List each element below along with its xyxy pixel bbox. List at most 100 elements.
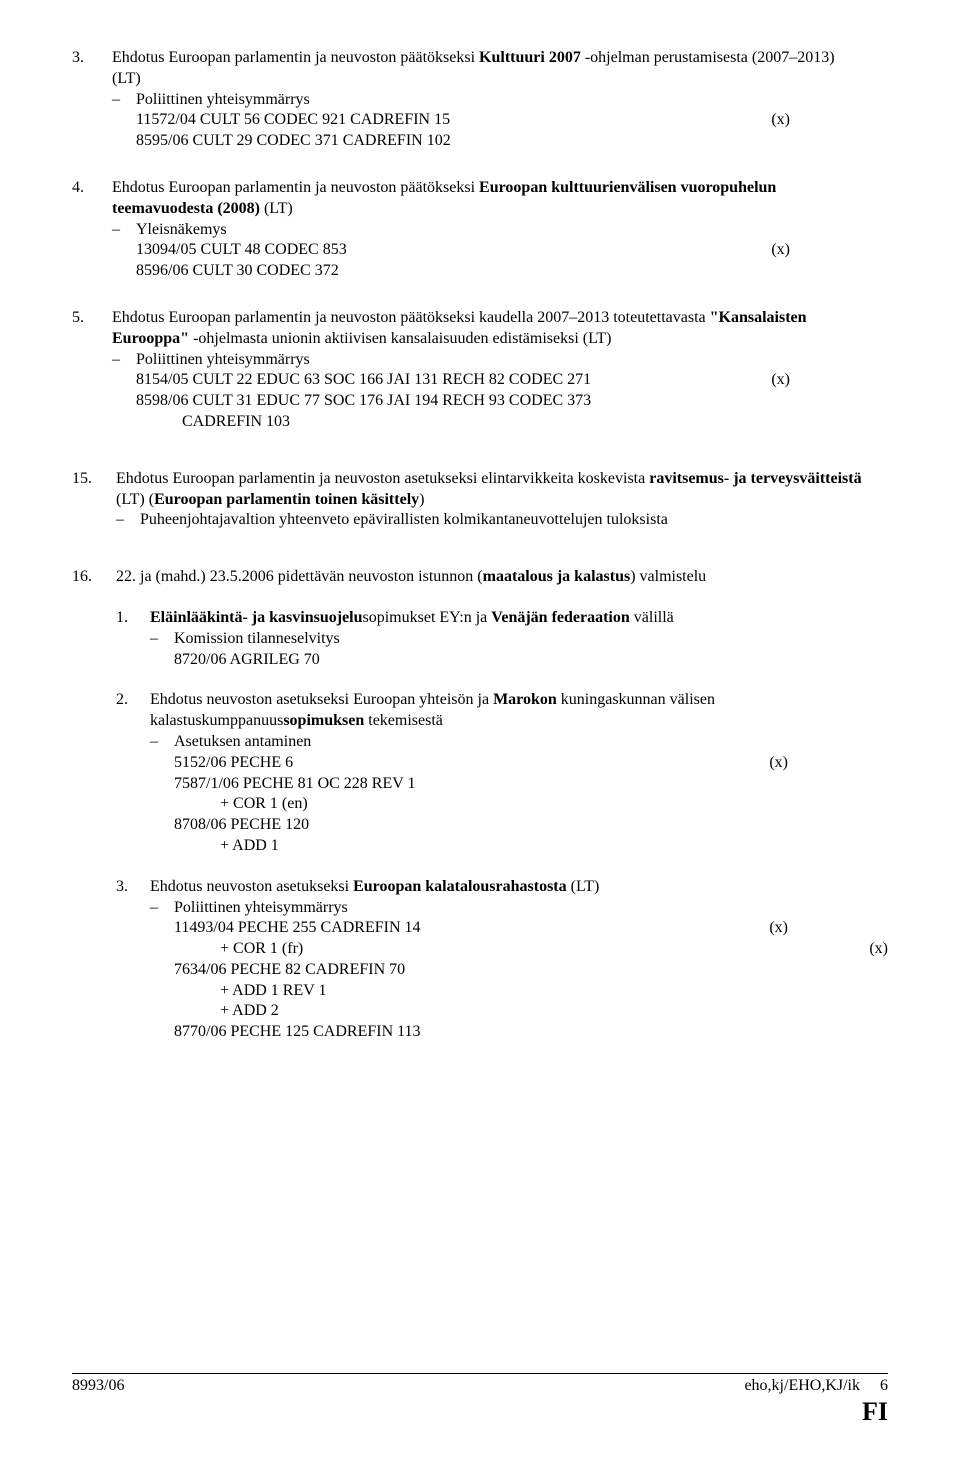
text: 11493/04 PECHE 255 CADREFIN 14 xyxy=(174,919,421,936)
document-page: 3.Ehdotus Euroopan parlamentin ja neuvos… xyxy=(0,0,960,1459)
text: Ehdotus Euroopan parlamentin ja neuvosto… xyxy=(112,179,479,196)
sub-item-title: Ehdotus neuvoston asetukseksi Euroopan y… xyxy=(150,691,715,729)
text: 8596/06 CULT 30 CODEC 372 xyxy=(136,262,339,279)
text-bold: maatalous ja kalastus xyxy=(483,568,631,585)
doc-reference: + COR 1 (fr)(x) xyxy=(150,939,860,960)
item-body: Ehdotus Euroopan parlamentin ja neuvosto… xyxy=(112,48,862,152)
text: + ADD 1 REV 1 xyxy=(220,982,327,999)
text: (LT) ( xyxy=(116,491,154,508)
doc-reference: 7587/1/06 PECHE 81 OC 228 REV 1 xyxy=(150,774,860,795)
item-number: 4. xyxy=(72,178,112,199)
doc-reference: 8595/06 CULT 29 CODEC 371 CADREFIN 102 xyxy=(112,131,862,152)
text: 8708/06 PECHE 120 xyxy=(174,816,309,833)
text: 7634/06 PECHE 82 CADREFIN 70 xyxy=(174,961,405,978)
x-marker: (x) xyxy=(771,110,790,131)
text-bold: Eläinlääkintä- ja kasvinsuojelu xyxy=(150,609,363,626)
text: + COR 1 (en) xyxy=(220,795,308,812)
text: Puheenjohtajavaltion yhteenveto epäviral… xyxy=(140,511,668,528)
text: + COR 1 (fr) xyxy=(220,940,303,957)
x-marker: (x) xyxy=(771,240,790,261)
agenda-item: 3.Ehdotus Euroopan parlamentin ja neuvos… xyxy=(72,48,888,152)
page-footer: 8993/06 eho,kj/EHO,KJ/ik 6 FI xyxy=(72,1373,888,1429)
agenda-item-15: 15. Ehdotus Euroopan parlamentin ja neuv… xyxy=(72,469,888,531)
doc-reference: CADREFIN 103 xyxy=(112,412,862,433)
text: 8595/06 CULT 29 CODEC 371 CADREFIN 102 xyxy=(136,132,451,149)
item-title: Ehdotus Euroopan parlamentin ja neuvosto… xyxy=(112,179,776,217)
footer-center: eho,kj/EHO,KJ/ik xyxy=(124,1376,880,1397)
text: Ehdotus Euroopan parlamentin ja neuvosto… xyxy=(112,309,710,326)
text: 11572/04 CULT 56 CODEC 921 CADREFIN 15 xyxy=(136,111,450,128)
text: Yleisnäkemys xyxy=(136,221,227,238)
text: CADREFIN 103 xyxy=(182,413,290,430)
doc-reference: 11493/04 PECHE 255 CADREFIN 14 (x) xyxy=(150,918,860,939)
text: 22. ja (mahd.) 23.5.2006 pidettävän neuv… xyxy=(116,568,483,585)
item-body: 22. ja (mahd.) 23.5.2006 pidettävän neuv… xyxy=(116,567,866,1063)
doc-reference: 8770/06 PECHE 125 CADREFIN 113 xyxy=(150,1022,860,1043)
agenda-item: 5.Ehdotus Euroopan parlamentin ja neuvos… xyxy=(72,308,888,433)
text: Ehdotus neuvoston asetukseksi xyxy=(150,878,353,895)
text: Asetuksen antaminen xyxy=(174,733,311,750)
text: + ADD 2 xyxy=(220,1002,279,1019)
footer-divider xyxy=(72,1373,888,1374)
doc-reference: + ADD 1 REV 1 xyxy=(150,981,860,1002)
sub-item: Asetuksen antaminen xyxy=(150,732,860,753)
x-marker: (x) xyxy=(769,753,788,774)
x-marker: (x) xyxy=(869,939,888,960)
footer-page-number: 6 xyxy=(880,1376,888,1397)
text: 8154/05 CULT 22 EDUC 63 SOC 166 JAI 131 … xyxy=(136,371,591,388)
sub-item-number: 3. xyxy=(116,877,150,898)
x-marker: (x) xyxy=(769,918,788,939)
text: Ehdotus Euroopan parlamentin ja neuvosto… xyxy=(116,470,649,487)
text: 8720/06 AGRILEG 70 xyxy=(174,651,320,668)
sub-agenda-item: 2.Ehdotus neuvoston asetukseksi Euroopan… xyxy=(116,690,866,856)
sub-item-title: Eläinlääkintä- ja kasvinsuojelusopimukse… xyxy=(150,609,674,626)
doc-reference: 13094/05 CULT 48 CODEC 853(x) xyxy=(112,240,862,261)
text: -ohjelmasta unionin aktiivisen kansalais… xyxy=(189,330,611,347)
sub-item: Poliittinen yhteisymmärrys xyxy=(112,350,862,371)
text: Poliittinen yhteisymmärrys xyxy=(136,91,310,108)
text-bold: ravitsemus- ja terveysväitteistä xyxy=(649,470,861,487)
sub-item: Poliittinen yhteisymmärrys xyxy=(150,898,860,919)
item-number: 5. xyxy=(72,308,112,329)
text-bold: Euroopan parlamentin toinen käsittely xyxy=(154,491,419,508)
sub-item: Komission tilanneselvitys xyxy=(150,629,860,650)
doc-reference: 8154/05 CULT 22 EDUC 63 SOC 166 JAI 131 … xyxy=(112,370,862,391)
text: ) xyxy=(419,491,424,508)
item-title: Ehdotus Euroopan parlamentin ja neuvosto… xyxy=(112,49,835,87)
text: (LT) xyxy=(260,200,293,217)
text-bold: Marokon xyxy=(493,691,557,708)
text: 8770/06 PECHE 125 CADREFIN 113 xyxy=(174,1023,421,1040)
sub-item-body: Ehdotus neuvoston asetukseksi Euroopan k… xyxy=(150,877,860,1043)
doc-reference: 5152/06 PECHE 6 (x) xyxy=(150,753,860,774)
sub-item: Puheenjohtajavaltion yhteenveto epäviral… xyxy=(116,510,866,531)
sub-item: Poliittinen yhteisymmärrys xyxy=(112,90,862,111)
text: + ADD 1 xyxy=(220,837,279,854)
sub-item-body: Ehdotus neuvoston asetukseksi Euroopan y… xyxy=(150,690,860,856)
sub-agenda-item: 3.Ehdotus neuvoston asetukseksi Euroopan… xyxy=(116,877,866,1043)
item-number: 16. xyxy=(72,567,112,588)
doc-reference: 8596/06 CULT 30 CODEC 372 xyxy=(112,261,862,282)
doc-reference: 7634/06 PECHE 82 CADREFIN 70 xyxy=(150,960,860,981)
text: Poliittinen yhteisymmärrys xyxy=(136,351,310,368)
doc-reference: + ADD 2 xyxy=(150,1001,860,1022)
sub-item-number: 2. xyxy=(116,690,150,711)
item-body: Ehdotus Euroopan parlamentin ja neuvosto… xyxy=(112,178,862,282)
doc-reference: + ADD 1 xyxy=(150,836,860,857)
text: 5152/06 PECHE 6 xyxy=(174,754,293,771)
agenda-item: 4.Ehdotus Euroopan parlamentin ja neuvos… xyxy=(72,178,888,282)
doc-reference: 8598/06 CULT 31 EDUC 77 SOC 176 JAI 194 … xyxy=(112,391,862,412)
text: 8598/06 CULT 31 EDUC 77 SOC 176 JAI 194 … xyxy=(136,392,591,409)
item-body: Ehdotus Euroopan parlamentin ja neuvosto… xyxy=(112,308,862,433)
item-number: 3. xyxy=(72,48,112,69)
sub-item-number: 1. xyxy=(116,608,150,629)
text-bold: Euroopan kalatalousrahastosta xyxy=(353,878,567,895)
doc-reference: 11572/04 CULT 56 CODEC 921 CADREFIN 15 (x… xyxy=(112,110,862,131)
text: ) valmistelu xyxy=(630,568,706,585)
item-number: 15. xyxy=(72,469,112,490)
text: Komission tilanneselvitys xyxy=(174,630,340,647)
footer-row: 8993/06 eho,kj/EHO,KJ/ik 6 xyxy=(72,1376,888,1397)
text: tekemisestä xyxy=(364,712,443,729)
text: sopimukset EY:n ja xyxy=(363,609,492,626)
item-title: 22. ja (mahd.) 23.5.2006 pidettävän neuv… xyxy=(116,568,706,585)
item-title: Ehdotus Euroopan parlamentin ja neuvosto… xyxy=(116,470,862,508)
